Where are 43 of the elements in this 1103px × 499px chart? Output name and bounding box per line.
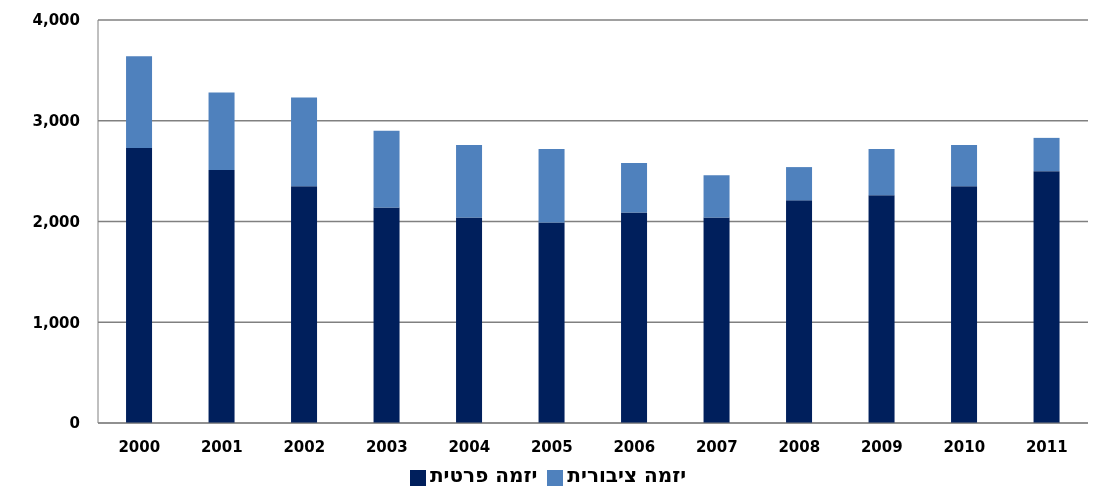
bar: [538, 222, 565, 423]
bar: [868, 148, 895, 196]
bar: [456, 217, 483, 423]
bar: [456, 144, 483, 218]
legend-label: יזמה ציבורית: [567, 463, 687, 487]
bar: [703, 217, 730, 423]
x-tick-label: 2001: [200, 437, 243, 456]
bar: [786, 167, 813, 201]
bar: [868, 195, 895, 423]
bar: [951, 186, 978, 423]
bar: [126, 56, 153, 148]
x-tick-label: 2009: [860, 437, 903, 456]
bar: [373, 130, 400, 208]
bar: [538, 148, 565, 223]
legend-label: יזמה פרטית: [429, 463, 538, 487]
bar: [786, 200, 813, 423]
x-tick-label: 2002: [283, 437, 326, 456]
bar: [703, 175, 730, 218]
bar: [291, 186, 318, 423]
x-tick-label: 2007: [695, 437, 738, 456]
bar: [126, 147, 153, 423]
bar: [373, 207, 400, 423]
y-tick-label: 2,000: [32, 212, 80, 231]
bar: [951, 144, 978, 187]
y-tick-label: 4,000: [32, 11, 80, 30]
x-tick-label: 2008: [778, 437, 821, 456]
x-tick-label: 2011: [1025, 437, 1068, 456]
bar: [621, 212, 648, 423]
bar: [291, 97, 318, 187]
bar: [208, 170, 235, 423]
x-tick-label: 2003: [365, 437, 408, 456]
x-tick-label: 2004: [448, 437, 491, 456]
x-tick-label: 2010: [943, 437, 986, 456]
bar: [208, 92, 235, 171]
x-tick-label: 2006: [613, 437, 656, 456]
y-tick-label: 3,000: [32, 112, 80, 131]
x-tick-label: 2005: [530, 437, 573, 456]
y-tick-label: 1,000: [32, 313, 80, 332]
y-tick-label: 0: [69, 414, 80, 433]
bar: [1033, 137, 1060, 172]
bar: [621, 163, 648, 213]
x-tick-label: 2000: [118, 437, 161, 456]
bar: [1033, 171, 1060, 423]
